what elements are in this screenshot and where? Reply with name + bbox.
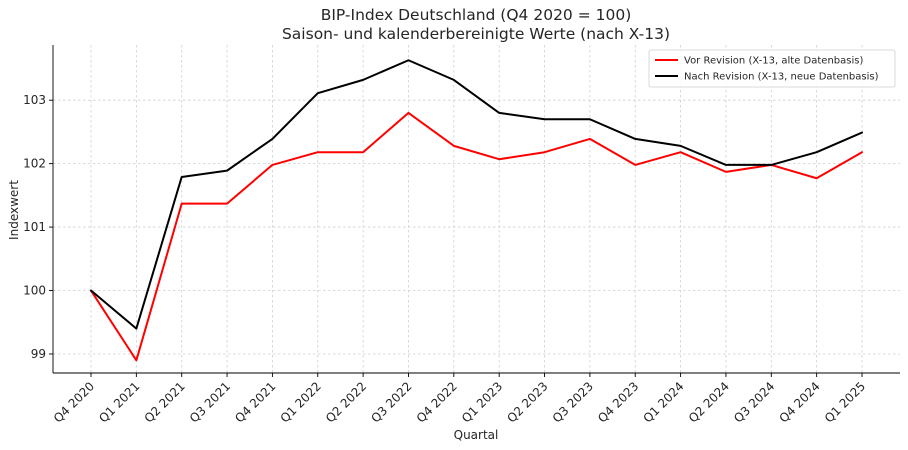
y-axis-label: Indexwert (7, 180, 21, 240)
x-tick-label-q1-2023: Q1 2023 (459, 379, 505, 425)
x-tick-label-q4-2023: Q4 2023 (595, 379, 641, 425)
y-tick-label-99: 99 (31, 347, 46, 361)
x-tick-label-q1-2024: Q1 2024 (640, 379, 686, 425)
y-tick-label-100: 100 (23, 284, 46, 298)
y-tick-label-103: 103 (23, 93, 46, 107)
series-line-vor-revision (90, 111, 863, 362)
y-axis-ticks: 99 100 101 102 103 (23, 93, 53, 361)
x-tick-label-q2-2022: Q2 2022 (323, 379, 369, 425)
chart-title: BIP-Index Deutschland (Q4 2020 = 100) (321, 6, 632, 24)
series-line-nach-revision (90, 59, 863, 330)
x-tick-label-q3-2023: Q3 2023 (550, 379, 596, 425)
x-tick-label-q2-2023: Q2 2023 (504, 379, 550, 425)
x-tick-label-q3-2022: Q3 2022 (368, 379, 414, 425)
grid (53, 45, 900, 373)
x-tick-label-q1-2021: Q1 2021 (96, 379, 142, 425)
x-tick-label-q1-2025: Q1 2025 (822, 379, 868, 425)
x-tick-label-q4-2022: Q4 2022 (414, 379, 460, 425)
legend-box (648, 49, 896, 88)
legend-label-vor-revision: Vor Revision (X-13, alte Datenbasis) (684, 56, 863, 67)
axes (52, 45, 900, 374)
x-tick-label-q2-2024: Q2 2024 (686, 379, 732, 425)
legend-label-nach-revision: Nach Revision (X-13, neue Datenbasis) (684, 72, 879, 83)
x-tick-label-q3-2024: Q3 2024 (731, 379, 777, 425)
x-axis-label: Quartal (454, 428, 499, 442)
y-tick-label-101: 101 (23, 220, 46, 234)
x-tick-label-q2-2021: Q2 2021 (142, 379, 188, 425)
x-tick-label-q1-2022: Q1 2022 (278, 379, 324, 425)
x-tick-label-q3-2021: Q3 2021 (187, 379, 233, 425)
x-axis-ticks: Q4 2020 Q1 2021 Q2 2021 Q3 2021 Q4 2021 Q1 20… (51, 373, 868, 425)
chart-subtitle: Saison- und kalenderbereinigte Werte (na… (282, 25, 670, 43)
x-tick-label-q4-2024: Q4 2024 (776, 379, 822, 425)
x-tick-label-q4-2021: Q4 2021 (232, 379, 278, 425)
legend: Vor Revision (X-13, alte Datenbasis) Nac… (648, 49, 896, 88)
y-tick-label-102: 102 (23, 157, 46, 171)
series-lines (90, 59, 863, 362)
x-tick-label-q4-2020: Q4 2020 (51, 379, 97, 425)
